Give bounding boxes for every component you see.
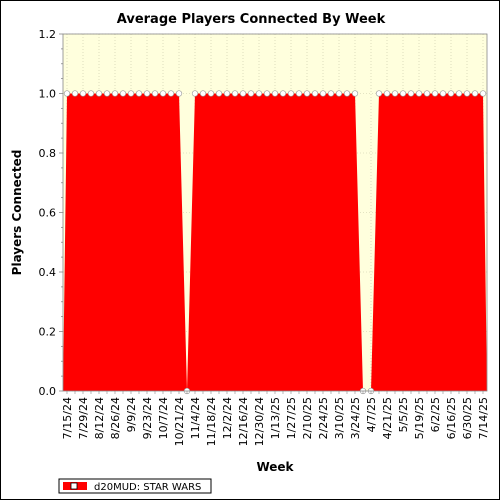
data-point bbox=[143, 90, 151, 97]
data-point bbox=[407, 90, 415, 97]
x-tick-label: 11/18/24 bbox=[205, 397, 218, 446]
data-point bbox=[247, 90, 255, 97]
data-area bbox=[63, 93, 487, 391]
data-point bbox=[127, 90, 135, 97]
data-point bbox=[175, 90, 183, 97]
data-point bbox=[87, 90, 95, 97]
x-tick-label: 11/4/24 bbox=[189, 397, 202, 439]
data-point bbox=[119, 90, 127, 97]
data-point bbox=[399, 90, 407, 97]
data-point bbox=[271, 90, 279, 97]
data-point bbox=[479, 90, 487, 97]
x-tick-label: 12/16/24 bbox=[237, 397, 250, 446]
x-tick-label: 2/24/25 bbox=[317, 397, 330, 439]
y-tick-label: 0.6 bbox=[39, 207, 57, 220]
data-point bbox=[263, 90, 271, 97]
data-point bbox=[327, 90, 335, 97]
data-point bbox=[423, 90, 431, 97]
x-tick-label: 3/24/25 bbox=[349, 397, 362, 439]
data-point bbox=[343, 90, 351, 97]
data-point bbox=[135, 90, 143, 97]
data-point bbox=[159, 90, 167, 97]
data-point bbox=[383, 90, 391, 97]
y-tick-label: 1.2 bbox=[39, 28, 57, 41]
legend-box bbox=[58, 478, 212, 494]
legend-entry: d20MUD: STAR WARS bbox=[94, 482, 201, 493]
x-axis-label: Week bbox=[256, 460, 294, 474]
data-point bbox=[391, 90, 399, 97]
y-tick-label: 0.4 bbox=[39, 266, 57, 279]
legend: d20MUD: STAR WARS bbox=[58, 478, 212, 494]
data-point bbox=[463, 90, 471, 97]
x-tick-label: 4/7/25 bbox=[365, 397, 378, 432]
data-point bbox=[455, 90, 463, 97]
data-point bbox=[447, 90, 455, 97]
data-point bbox=[103, 90, 111, 97]
x-tick-label: 9/23/24 bbox=[141, 397, 154, 439]
data-point bbox=[167, 90, 175, 97]
data-point bbox=[319, 90, 327, 97]
data-point bbox=[375, 90, 383, 97]
data-point bbox=[63, 90, 71, 97]
x-tick-label: 3/10/25 bbox=[333, 397, 346, 439]
x-tick-label: 1/27/25 bbox=[285, 397, 298, 439]
data-point bbox=[255, 90, 263, 97]
data-point bbox=[223, 90, 231, 97]
x-tick-label: 8/12/24 bbox=[93, 397, 106, 439]
x-tick-label: 10/21/24 bbox=[173, 397, 186, 446]
x-tick-label: 5/5/25 bbox=[397, 397, 410, 432]
data-point bbox=[335, 90, 343, 97]
x-tick-label: 7/29/24 bbox=[77, 397, 90, 439]
data-point bbox=[311, 90, 319, 97]
x-tick-label: 7/14/25 bbox=[477, 397, 490, 439]
x-tick-label: 6/30/25 bbox=[461, 397, 474, 439]
y-tick-label: 1.0 bbox=[39, 88, 57, 101]
data-point bbox=[111, 90, 119, 97]
x-tick-label: 10/7/24 bbox=[157, 397, 170, 439]
y-ticks: 0.0 0.2 0.4 0.6 0.8 1.0 1.2 bbox=[39, 28, 63, 398]
x-tick-label: 5/19/25 bbox=[413, 397, 426, 439]
data-point bbox=[151, 90, 159, 97]
data-point bbox=[279, 90, 287, 97]
data-point bbox=[287, 90, 295, 97]
x-tick-label: 9/9/24 bbox=[125, 397, 138, 432]
y-tick-label: 0.2 bbox=[39, 326, 57, 339]
x-tick-label: 12/2/24 bbox=[221, 397, 234, 439]
x-ticks: 7/15/24 7/29/24 8/12/24 8/26/24 9/9/24 9/23/2… bbox=[61, 391, 490, 446]
data-point bbox=[215, 90, 223, 97]
data-point bbox=[439, 90, 447, 97]
legend-marker bbox=[70, 482, 78, 490]
data-point bbox=[199, 90, 207, 97]
x-tick-label: 8/26/24 bbox=[109, 397, 122, 439]
x-tick-label: 6/2/25 bbox=[429, 397, 442, 432]
chart-title: Average Players Connected By Week bbox=[117, 12, 386, 27]
x-tick-label: 2/10/25 bbox=[301, 397, 314, 439]
data-point bbox=[231, 90, 239, 97]
series-area bbox=[63, 93, 487, 391]
x-tick-label: 4/21/25 bbox=[381, 397, 394, 439]
data-point bbox=[95, 90, 103, 97]
x-tick-label: 6/16/25 bbox=[445, 397, 458, 439]
data-point bbox=[191, 90, 199, 97]
data-point bbox=[471, 90, 479, 97]
data-point bbox=[431, 90, 439, 97]
x-tick-label: 1/13/25 bbox=[269, 397, 282, 439]
data-point bbox=[71, 90, 79, 97]
y-axis-label: Players Connected bbox=[10, 150, 24, 276]
data-point bbox=[79, 90, 87, 97]
y-tick-label: 0.8 bbox=[39, 147, 57, 160]
data-point bbox=[295, 90, 303, 97]
y-tick-label: 0.0 bbox=[39, 385, 57, 398]
data-point bbox=[351, 90, 359, 97]
data-point bbox=[207, 90, 215, 97]
x-tick-label: 7/15/24 bbox=[61, 397, 74, 439]
data-point bbox=[239, 90, 247, 97]
data-point bbox=[303, 90, 311, 97]
data-point bbox=[415, 90, 423, 97]
x-tick-label: 12/30/24 bbox=[253, 397, 266, 446]
